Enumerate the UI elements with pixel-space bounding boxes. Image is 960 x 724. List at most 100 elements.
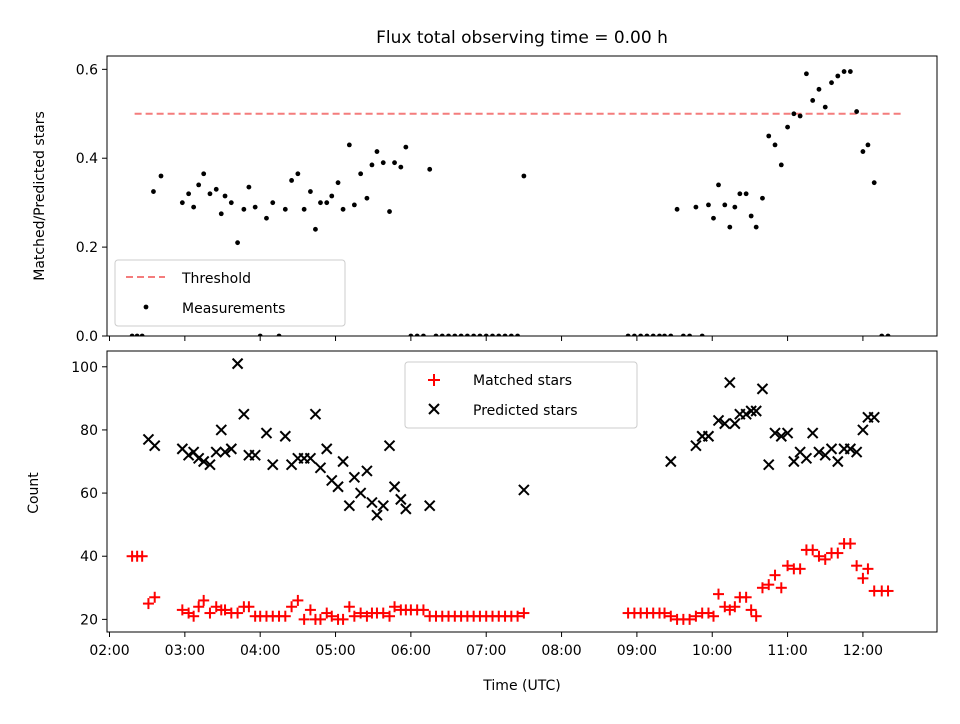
measurement-point-107: [885, 333, 891, 336]
measurement-point-105: [871, 180, 877, 186]
measurement-point-104: [865, 142, 871, 148]
predicted-point-28: [337, 455, 349, 468]
matched-point-13: [219, 604, 231, 616]
top-plot-area: [129, 69, 902, 336]
top-panel: 0.0 0.2 0.4 0.6: [76, 55, 938, 345]
predicted-point-33: [366, 496, 378, 509]
predicted-point-62: [806, 427, 819, 439]
measurement-point-71: [668, 333, 674, 336]
measurement-point-103: [860, 149, 866, 154]
measurement-point-6: [186, 191, 192, 197]
measurement-point-54: [464, 333, 470, 336]
predicted-point-34: [371, 509, 383, 521]
matched-point-107: [882, 585, 894, 597]
predicted-point-52: [745, 405, 757, 417]
measurement-point-94: [804, 71, 809, 77]
predicted-point-47: [719, 417, 731, 430]
measurement-point-5: [179, 200, 185, 206]
measurement-point-63: [521, 173, 527, 179]
matched-point-31: [326, 610, 338, 622]
predicted-point-25: [321, 443, 333, 455]
measurement-point-41: [387, 209, 392, 214]
measurement-point-43: [398, 164, 404, 170]
predicted-point-7: [204, 458, 216, 471]
matched-point-101: [844, 538, 856, 550]
measurement-point-83: [737, 191, 743, 197]
matched-point-2: [136, 550, 148, 562]
measurement-point-57: [483, 333, 489, 336]
measurement-point-7: [191, 204, 197, 210]
bottom-frame: [106, 350, 938, 633]
measurement-point-8: [196, 182, 202, 188]
matched-point-3: [142, 598, 154, 610]
measurement-point-24: [289, 178, 294, 183]
measurement-point-13: [222, 193, 228, 199]
matched-legend-marker: [428, 374, 440, 386]
measurement-point-49: [433, 333, 439, 336]
top-y-tick-label-2: 0.4: [76, 151, 98, 167]
predicted-point-11: [225, 443, 238, 455]
matched-point-40: [377, 607, 389, 619]
predicted-point-58: [781, 427, 794, 439]
x-axis-label: Time (UTC): [482, 678, 560, 694]
measurement-point-39: [374, 149, 380, 154]
predicted-point-54: [756, 383, 769, 395]
matched-point-24: [286, 601, 298, 613]
top-legend-box: [114, 259, 346, 327]
measurement-point-42: [392, 160, 397, 166]
measurement-point-48: [427, 166, 433, 172]
predicted-point-37: [388, 481, 401, 493]
measurement-point-60: [502, 333, 508, 336]
measurement-point-35: [351, 202, 357, 208]
measurement-point-64: [625, 333, 631, 336]
measurement-point-79: [716, 182, 721, 188]
predicted-point-72: [868, 411, 880, 424]
measurement-point-86: [753, 224, 759, 230]
predicted-point-30: [348, 471, 361, 483]
predicted-point-22: [304, 452, 317, 465]
matched-point-74: [684, 613, 696, 625]
measurement-point-56: [477, 333, 483, 336]
predicted-point-69: [850, 446, 863, 458]
matched-point-7: [188, 610, 200, 622]
measurement-point-85: [748, 213, 754, 219]
measurement-point-46: [414, 333, 420, 336]
matched-point-42: [389, 601, 401, 613]
predicted-point-39: [400, 503, 412, 515]
measurement-point-61: [508, 333, 514, 336]
measurement-point-80: [722, 202, 728, 208]
measurement-point-18: [252, 204, 258, 210]
matched-point-89: [769, 569, 781, 581]
matched-point-84: [740, 591, 752, 603]
measurements-legend-label: Measurements: [182, 301, 285, 317]
predicted-point-16: [260, 427, 273, 439]
x-tick-label-8: 10:00: [692, 643, 732, 659]
matched-point-62: [512, 610, 524, 622]
predicted-point-49: [729, 417, 741, 430]
measurement-point-29: [318, 200, 323, 206]
predicted-point-57: [775, 430, 788, 442]
top-legend: Threshold Measurements: [114, 259, 346, 327]
chart-title: Flux total observing time = 0.00 h: [376, 28, 668, 48]
predicted-point-1: [149, 440, 161, 452]
measurement-point-89: [772, 142, 778, 148]
measurement-point-99: [835, 73, 841, 79]
predicted-point-5: [192, 452, 205, 465]
matched-point-102: [851, 560, 863, 572]
matched-point-93: [794, 563, 806, 575]
top-panel-ylabel: Matched/Predicted stars: [32, 111, 48, 281]
predicted-point-56: [769, 427, 781, 439]
matched-point-34: [343, 601, 355, 613]
measurement-point-72: [674, 206, 680, 212]
matched-point-103: [857, 572, 869, 584]
matched-point-36: [355, 607, 367, 619]
predicted-point-3: [182, 449, 195, 461]
bottom-panel: 20 40 60 80 100 02:00 03:00 04:00 05:00 06:00 07:0…: [71, 350, 938, 659]
measurement-point-30: [324, 200, 330, 206]
measurement-point-65: [631, 333, 637, 336]
measurement-point-77: [706, 202, 711, 208]
measurement-point-17: [246, 184, 252, 190]
predicted-point-27: [332, 481, 344, 493]
measurement-point-40: [380, 160, 386, 166]
